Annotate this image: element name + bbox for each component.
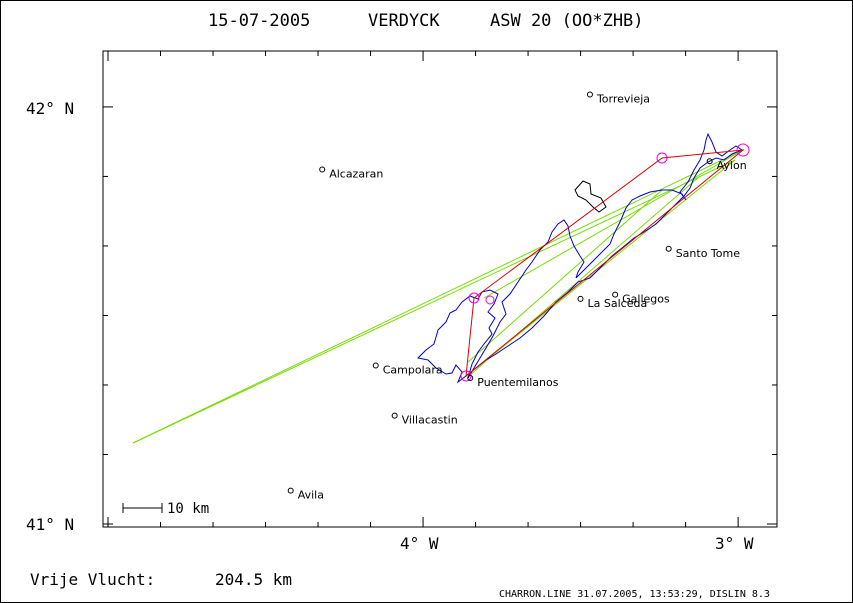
town-label: La Salceda [588, 297, 648, 310]
town-label: Puentemilanos [477, 376, 559, 389]
sector-line [483, 149, 744, 299]
town-label: Alcazaran [329, 168, 383, 181]
glider-name: ASW 20 (OO*ZHB) [490, 11, 644, 31]
town-marker [612, 291, 619, 298]
sector-line [483, 159, 736, 363]
sector-line [132, 149, 744, 444]
town-marker [586, 91, 593, 98]
town-marker [287, 487, 294, 494]
turnpoint [485, 295, 495, 305]
free-flight-distance: 204.5 km [215, 570, 292, 589]
scale-bar [122, 503, 163, 513]
town-marker [577, 295, 584, 302]
town-marker [706, 158, 713, 165]
lat-label-42: 42° N [26, 99, 74, 118]
flight-date: 15-07-2005 [208, 11, 310, 31]
town-label: Aylon [717, 159, 747, 172]
plot-area [102, 50, 778, 528]
pilot-name: VERDYCK [368, 11, 440, 31]
terrain-outline [574, 180, 607, 213]
town-marker [319, 166, 326, 173]
town-marker [665, 245, 672, 252]
task-legs [465, 149, 745, 377]
town-marker [391, 412, 398, 419]
axis-ticks [103, 51, 777, 527]
lon-label-4w: 4° W [400, 534, 439, 553]
town-label: Avila [298, 489, 324, 502]
town-marker [467, 375, 474, 382]
sector-line [467, 189, 663, 363]
town-label: Villacastin [402, 414, 458, 427]
turnpoint [736, 143, 750, 157]
town-label: Gallegos [622, 293, 670, 306]
flight-track [416, 132, 744, 384]
credit-line: CHARRON.LINE 31.07.2005, 13:53:29, DISLI… [499, 589, 770, 600]
free-flight-label: Vrije Vlucht: [30, 570, 155, 589]
town-label: Santo Tome [676, 247, 741, 260]
lon-label-3w: 3° W [715, 534, 754, 553]
town-label: Torrevieja [596, 92, 650, 105]
turnpoint [468, 292, 480, 304]
town-marker [372, 362, 379, 369]
turnpoints [460, 143, 750, 382]
sector-line [132, 159, 736, 444]
scale-bar-label: 10 km [167, 501, 209, 517]
town-label: Campolara [383, 364, 443, 377]
lat-label-41: 41° N [26, 515, 74, 534]
turnpoint [656, 152, 668, 164]
town-markers: Torrevieja Alcazaran Aylon Santo Tome Galleg… [287, 91, 747, 502]
